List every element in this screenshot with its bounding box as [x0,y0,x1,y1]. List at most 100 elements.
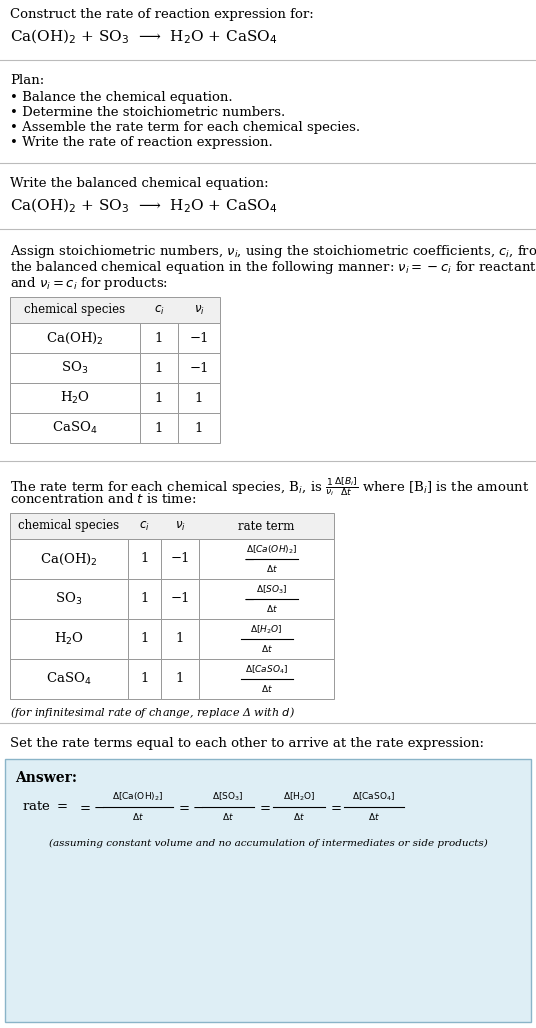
Text: • Assemble the rate term for each chemical species.: • Assemble the rate term for each chemic… [10,121,360,134]
Bar [10,539,128,579]
FancyBboxPatch shape [5,759,531,1022]
Text: −1: −1 [170,592,190,605]
Text: SO$_3$: SO$_3$ [62,360,88,376]
Text: 1: 1 [140,632,148,646]
Text: 1: 1 [155,421,163,435]
Text: Ca(OH)$_2$: Ca(OH)$_2$ [46,330,104,345]
Text: $-$: $-$ [192,801,204,813]
Text: −1: −1 [189,362,209,374]
Text: $\Delta[SO_3]$: $\Delta[SO_3]$ [256,584,287,596]
Text: $-$: $-$ [93,801,105,813]
Text: chemical species: chemical species [25,303,125,317]
Text: 1: 1 [155,362,163,374]
Bar [10,323,140,353]
Text: and $\nu_i = c_i$ for products:: and $\nu_i = c_i$ for products: [10,276,168,292]
Bar [199,619,334,659]
Text: $\Delta[H_2O]$: $\Delta[H_2O]$ [250,624,283,636]
Bar [10,297,220,323]
Bar [10,513,334,539]
Text: $\Delta[CaSO_4]$: $\Delta[CaSO_4]$ [245,664,288,676]
Text: $=$: $=$ [176,801,190,813]
Text: $\Delta t$: $\Delta t$ [260,683,272,694]
Text: $\Delta t$: $\Delta t$ [293,811,305,822]
Text: $\Delta t$: $\Delta t$ [222,811,234,822]
Bar [128,539,161,579]
Bar [128,579,161,619]
Text: $\Delta$[CaSO$_4$]: $\Delta$[CaSO$_4$] [352,791,396,803]
Text: $\Delta t$: $\Delta t$ [260,642,272,654]
Text: (for infinitesimal rate of change, replace Δ with $d$): (for infinitesimal rate of change, repla… [10,705,295,720]
Bar [128,659,161,699]
Bar [178,413,220,443]
Text: −1: −1 [170,552,190,565]
Text: 1: 1 [155,392,163,404]
Text: • Balance the chemical equation.: • Balance the chemical equation. [10,91,233,104]
Text: rate term: rate term [239,519,295,533]
Text: The rate term for each chemical species, B$_i$, is $\frac{1}{\nu_i}\frac{\Delta[: The rate term for each chemical species,… [10,475,529,498]
Bar [10,659,128,699]
Text: $-$: $-$ [243,592,255,605]
Text: $=$: $=$ [77,801,91,813]
Text: 1: 1 [195,421,203,435]
Bar [161,539,199,579]
Text: chemical species: chemical species [18,519,120,533]
Bar [140,383,178,413]
Text: $\Delta$[H$_2$O]: $\Delta$[H$_2$O] [283,791,315,803]
Text: $\Delta t$: $\Delta t$ [368,811,380,822]
Bar [199,659,334,699]
Text: Assign stoichiometric numbers, $\nu_i$, using the stoichiometric coefficients, $: Assign stoichiometric numbers, $\nu_i$, … [10,243,536,260]
Text: $\Delta$[SO$_3$]: $\Delta$[SO$_3$] [212,791,244,803]
Text: $\Delta[Ca(OH)_2]$: $\Delta[Ca(OH)_2]$ [246,544,297,556]
Text: CaSO$_4$: CaSO$_4$ [46,671,92,687]
Text: Ca(OH)$_2$ + SO$_3$  ⟶  H$_2$O + CaSO$_4$: Ca(OH)$_2$ + SO$_3$ ⟶ H$_2$O + CaSO$_4$ [10,197,278,216]
Bar [199,579,334,619]
Text: (assuming constant volume and no accumulation of intermediates or side products): (assuming constant volume and no accumul… [49,839,487,848]
Text: SO$_3$: SO$_3$ [55,591,83,608]
Text: −1: −1 [189,331,209,344]
Bar [10,353,140,383]
Text: $=$: $=$ [328,801,342,813]
Text: Construct the rate of reaction expression for:: Construct the rate of reaction expressio… [10,8,314,21]
Text: $-$: $-$ [243,552,255,565]
Bar [178,383,220,413]
Text: $c_i$: $c_i$ [139,519,150,533]
Text: H$_2$O: H$_2$O [60,390,90,406]
Bar [199,539,334,579]
Text: Set the rate terms equal to each other to arrive at the rate expression:: Set the rate terms equal to each other t… [10,737,484,750]
Text: Ca(OH)$_2$ + SO$_3$  ⟶  H$_2$O + CaSO$_4$: Ca(OH)$_2$ + SO$_3$ ⟶ H$_2$O + CaSO$_4$ [10,28,278,46]
Text: 1: 1 [140,592,148,605]
Bar [161,659,199,699]
Text: 1: 1 [155,331,163,344]
Text: Ca(OH)$_2$: Ca(OH)$_2$ [40,551,98,566]
Text: rate $=$: rate $=$ [22,801,68,813]
Bar [10,383,140,413]
Text: $=$: $=$ [257,801,271,813]
Bar [140,323,178,353]
Text: $\nu_i$: $\nu_i$ [193,303,204,317]
Bar [161,619,199,659]
Bar [140,353,178,383]
Text: Write the balanced chemical equation:: Write the balanced chemical equation: [10,177,269,190]
Text: 1: 1 [140,552,148,565]
Text: $\Delta$[Ca(OH)$_2$]: $\Delta$[Ca(OH)$_2$] [112,791,163,803]
Bar [128,619,161,659]
Text: concentration and $t$ is time:: concentration and $t$ is time: [10,492,197,506]
Text: the balanced chemical equation in the following manner: $\nu_i = -c_i$ for react: the balanced chemical equation in the fo… [10,259,536,276]
Text: • Determine the stoichiometric numbers.: • Determine the stoichiometric numbers. [10,106,285,119]
Bar [10,619,128,659]
Text: 1: 1 [176,632,184,646]
Text: 1: 1 [195,392,203,404]
Text: Plan:: Plan: [10,74,44,87]
Bar [10,579,128,619]
Text: CaSO$_4$: CaSO$_4$ [53,420,98,436]
Text: $\Delta t$: $\Delta t$ [265,562,278,574]
Bar [161,579,199,619]
Text: $\Delta t$: $\Delta t$ [265,602,278,614]
Text: 1: 1 [176,672,184,686]
Text: 1: 1 [140,672,148,686]
Text: H$_2$O: H$_2$O [54,631,84,647]
Text: Answer:: Answer: [15,771,77,785]
Text: $\nu_i$: $\nu_i$ [175,519,185,533]
Text: $\Delta t$: $\Delta t$ [132,811,144,822]
Bar [10,413,140,443]
